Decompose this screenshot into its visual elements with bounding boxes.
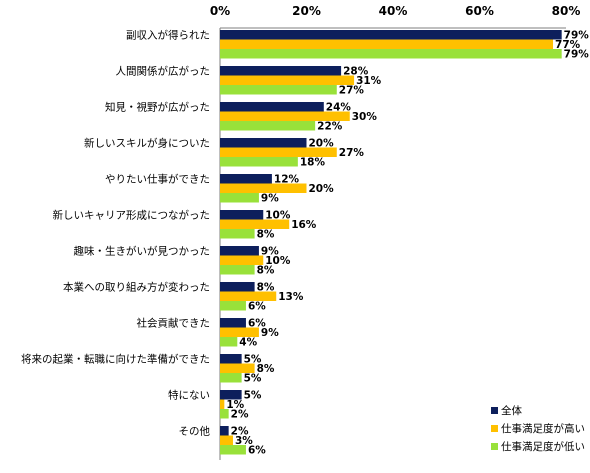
legend-label: 仕事満足度が低い bbox=[501, 440, 585, 453]
bar-high-satisfaction bbox=[220, 327, 259, 337]
bar-overall bbox=[220, 210, 264, 220]
bar-low-satisfaction bbox=[220, 301, 246, 311]
bar-overall bbox=[220, 246, 259, 256]
data-label: 30% bbox=[352, 111, 378, 123]
x-tick-label: 20% bbox=[292, 4, 321, 18]
bar-high-satisfaction bbox=[220, 219, 290, 229]
data-label: 8% bbox=[257, 282, 275, 294]
category-label: やりたい仕事ができた bbox=[105, 172, 210, 185]
data-label: 6% bbox=[248, 318, 266, 330]
bar-low-satisfaction bbox=[220, 445, 246, 455]
category-label: 人間関係が広がった bbox=[116, 64, 211, 77]
data-label: 22% bbox=[317, 121, 343, 133]
bar-high-satisfaction bbox=[220, 363, 255, 373]
data-label: 6% bbox=[248, 445, 266, 457]
data-label: 28% bbox=[343, 66, 369, 78]
bar-overall bbox=[220, 30, 562, 40]
category-label: 趣味・生きがいが見つかった bbox=[74, 244, 211, 257]
bar-overall bbox=[220, 354, 242, 364]
legend-swatch bbox=[491, 443, 498, 450]
x-tick-label: 60% bbox=[465, 4, 494, 18]
category-label: 特にない bbox=[168, 389, 210, 401]
bar-high-satisfaction bbox=[220, 399, 225, 409]
data-label: 4% bbox=[239, 337, 257, 349]
data-label: 2% bbox=[231, 409, 249, 421]
bar-low-satisfaction bbox=[220, 373, 242, 383]
data-label: 79% bbox=[564, 49, 590, 61]
legend-swatch bbox=[491, 407, 498, 414]
bar-overall bbox=[220, 66, 342, 76]
bar-overall bbox=[220, 390, 242, 400]
category-label: 本業への取り組み方が変わった bbox=[63, 280, 210, 293]
data-label: 31% bbox=[356, 75, 382, 87]
data-label: 12% bbox=[274, 174, 300, 186]
bar-low-satisfaction bbox=[220, 337, 238, 347]
bar-overall bbox=[220, 174, 272, 184]
bar-low-satisfaction bbox=[220, 409, 229, 419]
bar-low-satisfaction bbox=[220, 49, 562, 59]
bar-high-satisfaction bbox=[220, 75, 355, 85]
data-label: 5% bbox=[244, 373, 262, 385]
bar-overall bbox=[220, 138, 307, 148]
bar-overall bbox=[220, 102, 324, 112]
data-label: 77% bbox=[555, 39, 581, 51]
data-label: 24% bbox=[326, 102, 352, 114]
data-label: 8% bbox=[257, 363, 275, 375]
data-label: 1% bbox=[226, 399, 244, 411]
data-label: 9% bbox=[261, 327, 279, 339]
category-label: 新しいスキルが身についた bbox=[84, 136, 210, 149]
data-label: 5% bbox=[244, 390, 262, 402]
data-label: 2% bbox=[231, 426, 249, 438]
data-label: 8% bbox=[257, 265, 275, 277]
data-label: 5% bbox=[244, 354, 262, 366]
data-label: 79% bbox=[564, 30, 590, 42]
bar-high-satisfaction bbox=[220, 39, 554, 49]
category-label: 将来の起業・転職に向けた準備ができた bbox=[21, 352, 210, 365]
data-label: 10% bbox=[265, 210, 291, 222]
data-label: 16% bbox=[291, 219, 317, 231]
bar-high-satisfaction bbox=[220, 291, 277, 301]
category-label: 社会貢献できた bbox=[137, 316, 211, 329]
x-tick-label: 40% bbox=[379, 4, 408, 18]
data-label: 9% bbox=[261, 193, 279, 205]
data-label: 27% bbox=[339, 147, 365, 159]
bar-high-satisfaction bbox=[220, 255, 264, 265]
bar-high-satisfaction bbox=[220, 147, 337, 157]
bar-high-satisfaction bbox=[220, 111, 350, 121]
bar-low-satisfaction bbox=[220, 85, 337, 95]
x-tick-label: 80% bbox=[552, 4, 581, 18]
category-label: その他 bbox=[179, 424, 211, 437]
legend-label: 仕事満足度が高い bbox=[501, 422, 585, 435]
bar-high-satisfaction bbox=[220, 435, 233, 445]
data-label: 20% bbox=[309, 183, 335, 195]
data-label: 9% bbox=[261, 246, 279, 258]
legend-label: 全体 bbox=[501, 404, 522, 417]
category-label: 知見・視野が広がった bbox=[105, 100, 210, 113]
data-label: 27% bbox=[339, 85, 365, 97]
x-tick-label: 0% bbox=[210, 4, 230, 18]
data-label: 13% bbox=[278, 291, 304, 303]
bar-high-satisfaction bbox=[220, 183, 307, 193]
bar-low-satisfaction bbox=[220, 229, 255, 239]
bar-overall bbox=[220, 282, 255, 292]
data-label: 18% bbox=[300, 157, 326, 169]
bar-low-satisfaction bbox=[220, 193, 259, 203]
category-label: 副収入が得られた bbox=[126, 28, 210, 41]
data-label: 10% bbox=[265, 255, 291, 267]
data-label: 3% bbox=[235, 435, 253, 447]
data-label: 20% bbox=[309, 138, 335, 150]
data-label: 8% bbox=[257, 229, 275, 241]
legend-swatch bbox=[491, 425, 498, 432]
bar-overall bbox=[220, 318, 246, 328]
bar-overall bbox=[220, 426, 229, 436]
bar-low-satisfaction bbox=[220, 121, 316, 131]
category-label: 新しいキャリア形成につながった bbox=[53, 208, 211, 221]
bar-low-satisfaction bbox=[220, 157, 298, 167]
data-label: 6% bbox=[248, 301, 266, 313]
bar-low-satisfaction bbox=[220, 265, 255, 275]
